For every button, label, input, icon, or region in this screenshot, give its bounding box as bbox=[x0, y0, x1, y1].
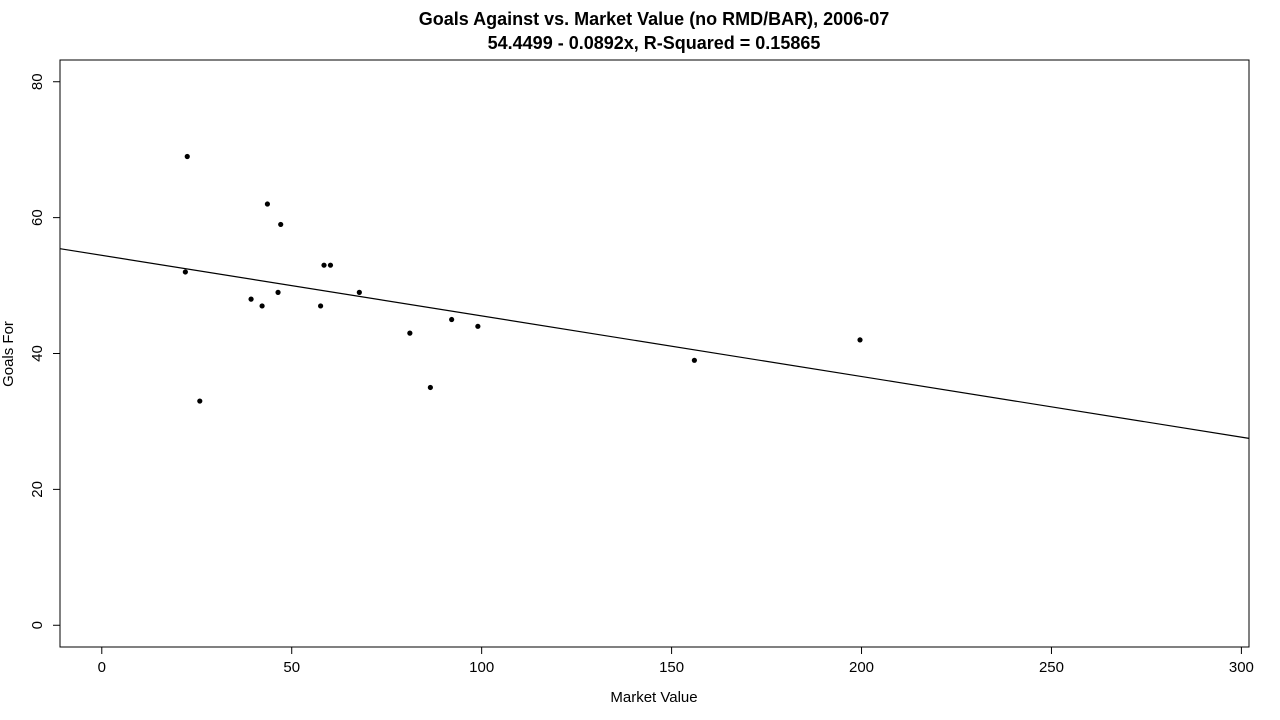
chart-title: Goals Against vs. Market Value (no RMD/B… bbox=[419, 9, 889, 29]
data-point bbox=[248, 296, 254, 302]
x-tick-label: 200 bbox=[849, 659, 874, 676]
data-point bbox=[184, 153, 190, 160]
data-point bbox=[197, 398, 203, 404]
data-point bbox=[857, 337, 863, 343]
data-point bbox=[475, 323, 481, 329]
plot-area bbox=[59, 153, 1250, 439]
y-axis: 0 20 40 60 80 bbox=[29, 73, 61, 629]
plot-frame bbox=[59, 59, 1250, 648]
x-tick-label: 100 bbox=[469, 659, 494, 676]
y-tick-label: 20 bbox=[29, 481, 46, 498]
regression-line bbox=[59, 248, 1250, 439]
x-tick-label: 300 bbox=[1229, 659, 1254, 676]
x-axis-label: Market Value bbox=[610, 689, 697, 706]
data-point bbox=[449, 316, 455, 323]
data-point bbox=[407, 330, 413, 336]
y-tick-label: 0 bbox=[29, 621, 46, 629]
x-tick-label: 250 bbox=[1039, 659, 1064, 676]
data-point bbox=[691, 357, 697, 363]
chart-subtitle: 54.4499 - 0.0892x, R-Squared = 0.15865 bbox=[488, 33, 821, 53]
data-point bbox=[317, 303, 324, 309]
data-point bbox=[264, 201, 271, 207]
x-tick-label: 150 bbox=[659, 659, 684, 676]
y-axis-label: Goals For bbox=[0, 321, 17, 387]
x-tick-label: 50 bbox=[283, 659, 300, 676]
x-tick-label: 0 bbox=[98, 659, 106, 676]
data-point bbox=[275, 289, 281, 295]
data-point bbox=[182, 269, 188, 275]
data-point bbox=[327, 262, 334, 268]
y-tick-label: 80 bbox=[29, 73, 46, 90]
x-axis: 0 50 100 150 200 250 300 bbox=[98, 646, 1254, 676]
y-tick-label: 60 bbox=[29, 209, 46, 226]
y-tick-label: 40 bbox=[29, 345, 46, 362]
data-point bbox=[356, 289, 362, 295]
data-point bbox=[321, 262, 327, 268]
data-point bbox=[278, 221, 284, 228]
data-point bbox=[259, 303, 265, 309]
data-point bbox=[427, 384, 433, 391]
